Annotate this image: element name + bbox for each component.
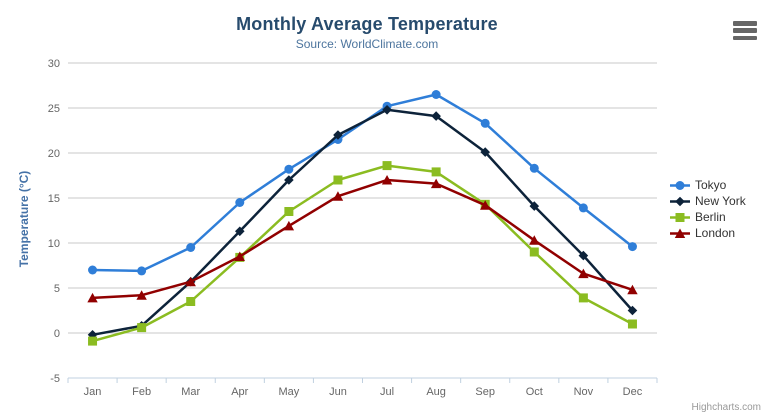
- y-axis-tick-label: 0: [54, 328, 60, 340]
- data-point-london-Nov[interactable]: [578, 268, 589, 279]
- x-axis-label: Oct: [526, 386, 543, 398]
- y-axis-tick-label: 10: [48, 238, 60, 250]
- data-point-tokyo-Jan[interactable]: [88, 265, 98, 275]
- data-point-new-york-Dec[interactable]: [627, 305, 638, 316]
- legend-marker-circle-icon: [670, 180, 690, 190]
- data-point-berlin-Nov[interactable]: [578, 293, 588, 303]
- chart-title: Monthly Average Temperature: [236, 14, 498, 34]
- legend-symbol-london: [674, 228, 686, 238]
- data-point-tokyo-Sep[interactable]: [480, 118, 490, 128]
- legend-label: New York: [695, 194, 746, 208]
- legend-marker-diamond-icon: [670, 196, 690, 206]
- x-axis-label: Sep: [475, 386, 495, 398]
- legend-marker-triangle-icon: [670, 228, 690, 238]
- x-axis-label: Jun: [329, 386, 347, 398]
- data-point-berlin-Aug[interactable]: [431, 167, 441, 177]
- y-axis-tick-label: -5: [50, 373, 60, 385]
- x-axis-label: Nov: [574, 386, 594, 398]
- credits-link[interactable]: Highcharts.com: [691, 402, 761, 413]
- data-point-berlin-Jan[interactable]: [88, 336, 98, 346]
- y-axis-tick-label: 25: [48, 103, 60, 115]
- data-point-new-york-Jan[interactable]: [87, 330, 98, 340]
- legend-item-tokyo[interactable]: Tokyo: [670, 177, 746, 193]
- data-point-berlin-Dec[interactable]: [627, 319, 637, 329]
- x-axis-label: Jul: [380, 386, 394, 398]
- hamburger-icon-bar: [733, 35, 757, 40]
- legend-label: London: [695, 226, 736, 240]
- y-axis-tick-label: 15: [48, 193, 60, 205]
- chart-subtitle: Source: WorldClimate.com: [295, 37, 439, 51]
- data-point-berlin-Jun[interactable]: [333, 175, 343, 185]
- data-point-tokyo-Dec[interactable]: [627, 242, 637, 252]
- x-axis-label: Dec: [623, 386, 643, 398]
- data-point-london-Feb[interactable]: [136, 290, 147, 300]
- x-axis-label: Aug: [426, 386, 446, 398]
- legend-symbol-tokyo: [675, 180, 685, 190]
- series-tokyo-line: [91, 93, 634, 273]
- data-point-new-york-Sep[interactable]: [480, 147, 491, 157]
- data-point-berlin-Oct[interactable]: [529, 247, 539, 257]
- data-point-tokyo-Oct[interactable]: [529, 163, 539, 173]
- x-axis-label: Feb: [132, 386, 151, 398]
- data-point-berlin-Mar[interactable]: [186, 297, 196, 306]
- data-point-new-york-Apr[interactable]: [234, 226, 245, 237]
- data-point-london-Jan[interactable]: [87, 292, 98, 303]
- series-london-line: [91, 178, 634, 300]
- legend-label: Tokyo: [695, 178, 727, 192]
- data-point-new-york-Nov[interactable]: [578, 250, 589, 261]
- legend-item-london[interactable]: London: [670, 225, 746, 241]
- x-axis-label: Apr: [231, 386, 248, 398]
- data-point-tokyo-Feb[interactable]: [137, 266, 147, 276]
- data-point-new-york-Oct[interactable]: [529, 201, 540, 211]
- y-axis-tick-label: 30: [48, 58, 60, 70]
- series-berlin-line: [91, 164, 634, 343]
- x-axis-label: Mar: [181, 386, 200, 398]
- legend-item-new-york[interactable]: New York: [670, 193, 746, 209]
- data-point-tokyo-May[interactable]: [284, 164, 294, 174]
- data-point-london-Mar[interactable]: [185, 276, 196, 287]
- data-point-london-Jun[interactable]: [332, 191, 344, 201]
- data-point-tokyo-Mar[interactable]: [186, 243, 196, 252]
- legend-symbol-new-york: [675, 196, 685, 206]
- data-point-london-Apr[interactable]: [234, 251, 245, 262]
- data-point-berlin-Jul[interactable]: [382, 161, 392, 171]
- data-point-london-May[interactable]: [283, 220, 295, 231]
- data-point-london-Dec[interactable]: [627, 284, 638, 295]
- data-point-london-Jul[interactable]: [381, 175, 393, 185]
- data-point-london-Aug[interactable]: [430, 178, 442, 189]
- data-point-berlin-May[interactable]: [284, 207, 294, 216]
- x-axis-label: Jan: [84, 386, 102, 398]
- series-new-york-line: [91, 108, 634, 337]
- legend-symbol-berlin: [675, 212, 685, 222]
- data-point-tokyo-Nov[interactable]: [578, 203, 588, 213]
- data-point-new-york-Jun[interactable]: [333, 130, 343, 140]
- legend-item-berlin[interactable]: Berlin: [670, 209, 746, 225]
- hamburger-icon-bar: [733, 21, 757, 26]
- y-axis-tick-label: 20: [48, 148, 60, 160]
- x-axis-label: May: [278, 386, 299, 398]
- data-point-london-Oct[interactable]: [529, 235, 540, 245]
- y-axis-tick-label: 5: [54, 283, 60, 295]
- data-point-berlin-Feb[interactable]: [137, 323, 147, 333]
- export-menu-button[interactable]: [733, 21, 757, 40]
- data-point-london-Sep[interactable]: [480, 200, 491, 210]
- data-point-new-york-May[interactable]: [284, 175, 294, 185]
- data-point-tokyo-Apr[interactable]: [235, 198, 245, 207]
- data-point-tokyo-Aug[interactable]: [431, 90, 441, 99]
- legend-marker-square-icon: [670, 212, 690, 222]
- hamburger-icon-bar: [733, 28, 757, 33]
- data-point-new-york-Jul[interactable]: [382, 105, 392, 115]
- data-point-new-york-Aug[interactable]: [431, 111, 441, 121]
- legend-label: Berlin: [695, 210, 726, 224]
- legend: Tokyo New York Berlin London: [670, 177, 746, 241]
